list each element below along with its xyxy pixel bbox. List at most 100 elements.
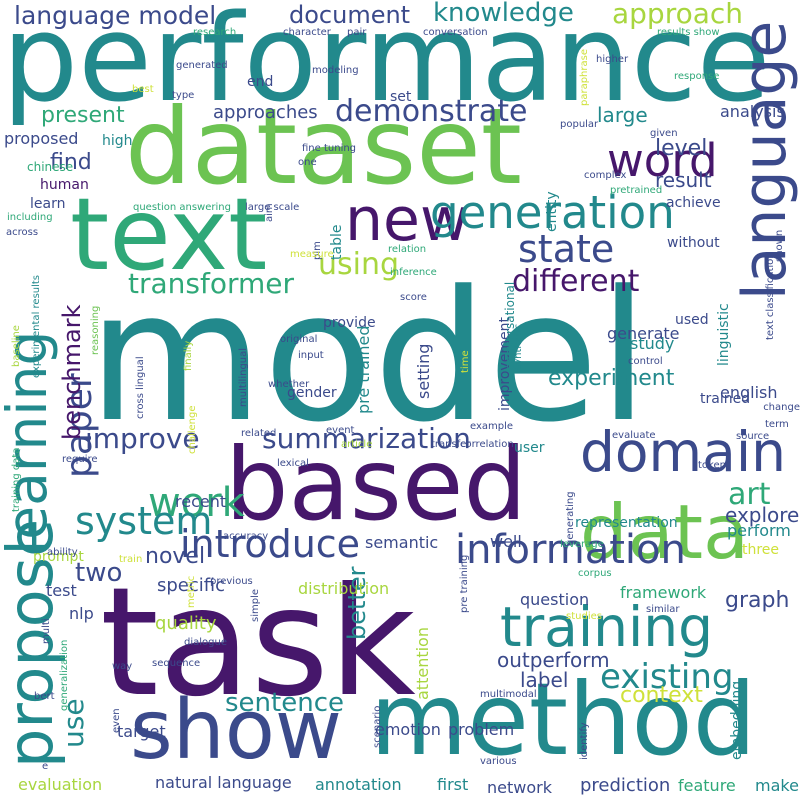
word-character: character [283,27,331,38]
word-given: given [650,128,678,139]
word-reasoning: reasoning [90,305,101,355]
word-level: level [655,136,708,161]
word-state: state [518,227,615,271]
word-measure: measure [290,249,334,260]
word-prompt: prompt [33,549,84,565]
word-feature: feature [678,776,736,795]
word-gender: gender [287,385,337,401]
word-simple: simple [250,588,261,622]
word-paraphrase: paraphrase [579,48,590,106]
word-related: related [241,428,277,439]
word-representation: representation [575,515,678,531]
word-sentence: sentence [225,688,344,718]
word-require: require [62,454,98,465]
word-pre-trained: pre trained [354,325,373,414]
word-higher: higher [596,54,629,65]
word-large: large [597,103,648,127]
word-provide: provide [323,315,376,331]
word-generated: generated [176,60,228,71]
word-best: best [132,84,154,95]
word-based: based [225,426,527,543]
word-leverage: leverage [560,539,604,550]
word-approach: approach [612,0,744,30]
word-one: one [298,157,317,168]
word-cross-lingual: cross lingual [135,356,146,419]
word-question-answering: question answering [133,202,231,213]
word-achieve: achieve [666,195,721,211]
word-finally: finally [183,340,194,371]
word-end: end [247,74,274,90]
word-input: input [298,350,324,361]
word-performance: performance [2,0,771,129]
word-term: term [765,419,789,430]
word-popular: popular [560,119,599,130]
word-scenario: scenario [372,705,383,748]
word-generalization: generalization [59,639,70,711]
word-outperform: outperform [497,648,610,672]
word-language-model: language model [14,1,217,30]
word-studies: studies [566,611,602,622]
word-two: two [75,558,123,588]
word-across: across [6,227,39,238]
word-work: work [148,480,245,526]
word-complex: complex [584,170,627,181]
word-graph: graph [725,588,790,613]
word-sequence: sequence [152,658,201,669]
word-show: show [130,683,342,778]
word-benchmark: benchmark [58,304,86,440]
word-target: target [117,722,166,741]
word-high: high [102,133,133,149]
word-modeling: modeling [312,65,359,76]
word-fine-tuning: fine tuning [302,143,357,154]
word-challenge: challenge [187,405,198,454]
word-approaches: approaches [213,102,318,123]
word-training-data: training data [11,447,22,512]
word-context: context [620,683,703,708]
word-summarization: summarization [262,422,471,455]
word-source: source [736,431,770,442]
word-example: example [470,421,514,432]
word-setting: setting [414,343,433,399]
word-annotation: annotation [315,775,402,794]
word-identify: identify [579,722,590,760]
word-synthetic: synthetic [513,323,524,370]
word-trained: trained [700,391,751,407]
word-existing: existing [600,657,734,697]
word-pair: pair [347,27,367,38]
word-better: better [343,566,371,640]
word-make: make [755,776,799,795]
word-using: using [318,247,400,282]
word-framework: framework [620,583,707,602]
word-knowledge: knowledge [433,0,574,28]
word-accuracy: accuracy [223,531,269,542]
word-corpus: corpus [578,568,612,579]
word-system: system [75,499,213,543]
word-train: train [119,554,143,565]
word-proposed: proposed [4,129,79,148]
word-type: type [172,90,195,101]
word-whether: whether [268,379,310,390]
word-shown: shown [774,229,785,262]
word-network: network [487,778,552,797]
word-change: change [763,402,800,413]
word-article: article [341,439,373,450]
word-bert: bert [34,691,55,702]
word-transformer: transformer [128,267,295,300]
word-without: without [667,235,720,251]
word-evaluation: evaluation [18,775,103,794]
word-pre-training: pre training [459,554,470,613]
word-inference: inference [390,267,437,278]
word-first: first [437,775,469,794]
word-natural-language: natural language [155,773,292,792]
word-problem: problem [448,720,515,739]
word-e: e [42,761,49,772]
word-demonstrate: demonstrate [335,94,528,129]
word-training: training [500,595,714,659]
word-embedding: embedding [729,680,745,760]
word-time: time [460,350,471,373]
word-explore: explore [725,503,800,527]
word-method: method [370,661,757,778]
word-correlation: correlation [460,439,514,450]
word-token: token [698,460,726,471]
word-perform: perform [727,521,791,540]
